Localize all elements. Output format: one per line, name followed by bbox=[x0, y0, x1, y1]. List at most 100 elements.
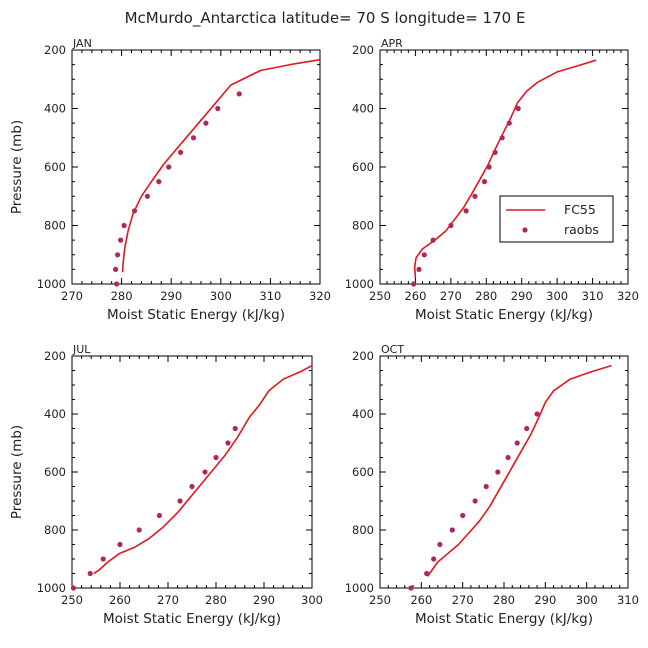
data-point-raobs bbox=[514, 440, 520, 446]
x-tick-label: 320 bbox=[309, 289, 331, 303]
data-point-raobs bbox=[115, 252, 121, 258]
x-tick-label: 310 bbox=[582, 289, 604, 303]
x-tick-label: 270 bbox=[440, 289, 462, 303]
data-point-raobs bbox=[118, 237, 124, 243]
data-point-raobs bbox=[100, 556, 106, 562]
data-point-raobs bbox=[505, 454, 511, 461]
plot-frame bbox=[379, 49, 629, 285]
x-tick-label: 290 bbox=[253, 593, 275, 607]
data-point-raobs bbox=[492, 149, 498, 155]
data-point-raobs bbox=[87, 570, 93, 577]
x-axis-label: Moist Static Energy (kJ/kg) bbox=[415, 307, 593, 323]
series-line-fc55 bbox=[413, 59, 597, 279]
y-tick-label: 200 bbox=[352, 349, 374, 363]
data-point-raobs bbox=[121, 222, 127, 229]
data-point-raobs bbox=[408, 585, 414, 591]
y-tick-label: 400 bbox=[352, 102, 374, 116]
y-tick-label: 800 bbox=[352, 523, 374, 537]
x-tick-label: 310 bbox=[617, 593, 639, 607]
panel-apr: 250 260 270 280 290 300 310 320 200 400 600 800 1000… bbox=[345, 37, 639, 323]
data-point-raobs bbox=[483, 483, 489, 490]
data-point-raobs bbox=[144, 193, 150, 199]
series-line-fc55 bbox=[121, 58, 321, 273]
data-point-raobs bbox=[117, 541, 123, 548]
data-point-raobs bbox=[495, 469, 501, 475]
data-point-raobs bbox=[472, 498, 478, 504]
y-tick-label: 600 bbox=[352, 160, 374, 174]
panel-label: JAN bbox=[72, 37, 92, 50]
data-point-raobs bbox=[481, 179, 488, 185]
legend: FC55 raobs bbox=[499, 195, 614, 243]
x-tick-label: 250 bbox=[369, 289, 391, 303]
x-tick-label: 270 bbox=[157, 593, 179, 607]
data-point-raobs bbox=[449, 527, 455, 533]
data-point-raobs bbox=[437, 541, 443, 548]
figure-title: McMurdo_Antarctica latitude= 70 S longit… bbox=[125, 9, 526, 28]
x-tick-label: 260 bbox=[404, 289, 426, 303]
data-point-raobs bbox=[421, 252, 427, 258]
y-tick-label: 200 bbox=[44, 349, 66, 363]
data-point-raobs bbox=[136, 527, 142, 533]
data-point-raobs bbox=[225, 440, 231, 446]
data-point-raobs bbox=[463, 208, 469, 214]
legend-dot-label: raobs bbox=[564, 222, 599, 237]
data-point-raobs bbox=[411, 281, 417, 287]
data-point-raobs bbox=[524, 425, 530, 432]
data-point-raobs bbox=[431, 556, 437, 562]
x-tick-label: 320 bbox=[617, 289, 639, 303]
data-point-raobs bbox=[166, 164, 172, 170]
data-point-raobs bbox=[460, 512, 466, 519]
x-tick-label: 280 bbox=[111, 289, 133, 303]
y-tick-label: 1000 bbox=[37, 581, 66, 595]
x-axis-label: Moist Static Energy (kJ/kg) bbox=[103, 611, 281, 627]
x-tick-label: 260 bbox=[109, 593, 131, 607]
data-point-raobs bbox=[213, 454, 219, 461]
y-tick-label: 600 bbox=[44, 465, 66, 479]
plot-frame bbox=[379, 355, 629, 589]
series-line-fc55 bbox=[93, 364, 313, 575]
x-tick-label: 280 bbox=[475, 289, 497, 303]
y-tick-label: 1000 bbox=[345, 277, 374, 291]
legend-dot-swatch bbox=[522, 227, 528, 233]
panels-group: 270 280 290 300 310 320 200 400 600 800 1000 JAN Moi… bbox=[9, 37, 639, 627]
data-point-raobs bbox=[203, 120, 209, 126]
y-tick-label: 400 bbox=[44, 407, 66, 421]
y-axis-label: Pressure (mb) bbox=[9, 425, 25, 519]
data-point-raobs bbox=[156, 512, 162, 519]
x-tick-label: 300 bbox=[301, 593, 323, 607]
data-point-raobs bbox=[430, 237, 436, 243]
panel-label: OCT bbox=[381, 343, 404, 356]
y-tick-label: 800 bbox=[352, 219, 374, 233]
x-tick-label: 290 bbox=[160, 289, 182, 303]
x-tick-label: 310 bbox=[259, 289, 281, 303]
panel-oct: 250 260 270 280 290 300 310 200 400 600 800 1000 OCT… bbox=[345, 343, 639, 627]
data-point-raobs bbox=[506, 120, 512, 126]
data-point-raobs bbox=[131, 208, 138, 214]
data-point-raobs bbox=[499, 135, 505, 141]
x-tick-label: 260 bbox=[410, 593, 432, 607]
x-tick-label: 300 bbox=[546, 289, 568, 303]
data-point-raobs bbox=[114, 281, 120, 287]
x-tick-label: 280 bbox=[493, 593, 515, 607]
x-tick-label: 300 bbox=[576, 593, 598, 607]
x-tick-label: 250 bbox=[369, 593, 391, 607]
data-point-raobs bbox=[70, 585, 76, 591]
data-point-raobs bbox=[232, 425, 238, 432]
plot-frame bbox=[71, 355, 313, 589]
data-point-raobs bbox=[416, 266, 422, 272]
legend-line-label: FC55 bbox=[564, 202, 596, 217]
y-tick-label: 200 bbox=[44, 43, 66, 57]
x-tick-label: 290 bbox=[534, 593, 556, 607]
x-tick-label: 280 bbox=[205, 593, 227, 607]
data-point-raobs bbox=[472, 193, 478, 199]
y-tick-label: 1000 bbox=[37, 277, 66, 291]
data-point-raobs bbox=[215, 105, 221, 112]
y-tick-label: 400 bbox=[44, 102, 66, 116]
legend-box bbox=[499, 195, 614, 243]
panel-label: JUL bbox=[72, 343, 91, 356]
data-point-raobs bbox=[113, 266, 119, 272]
y-tick-label: 400 bbox=[352, 407, 374, 421]
data-point-raobs bbox=[448, 222, 454, 229]
data-point-raobs bbox=[486, 164, 492, 170]
